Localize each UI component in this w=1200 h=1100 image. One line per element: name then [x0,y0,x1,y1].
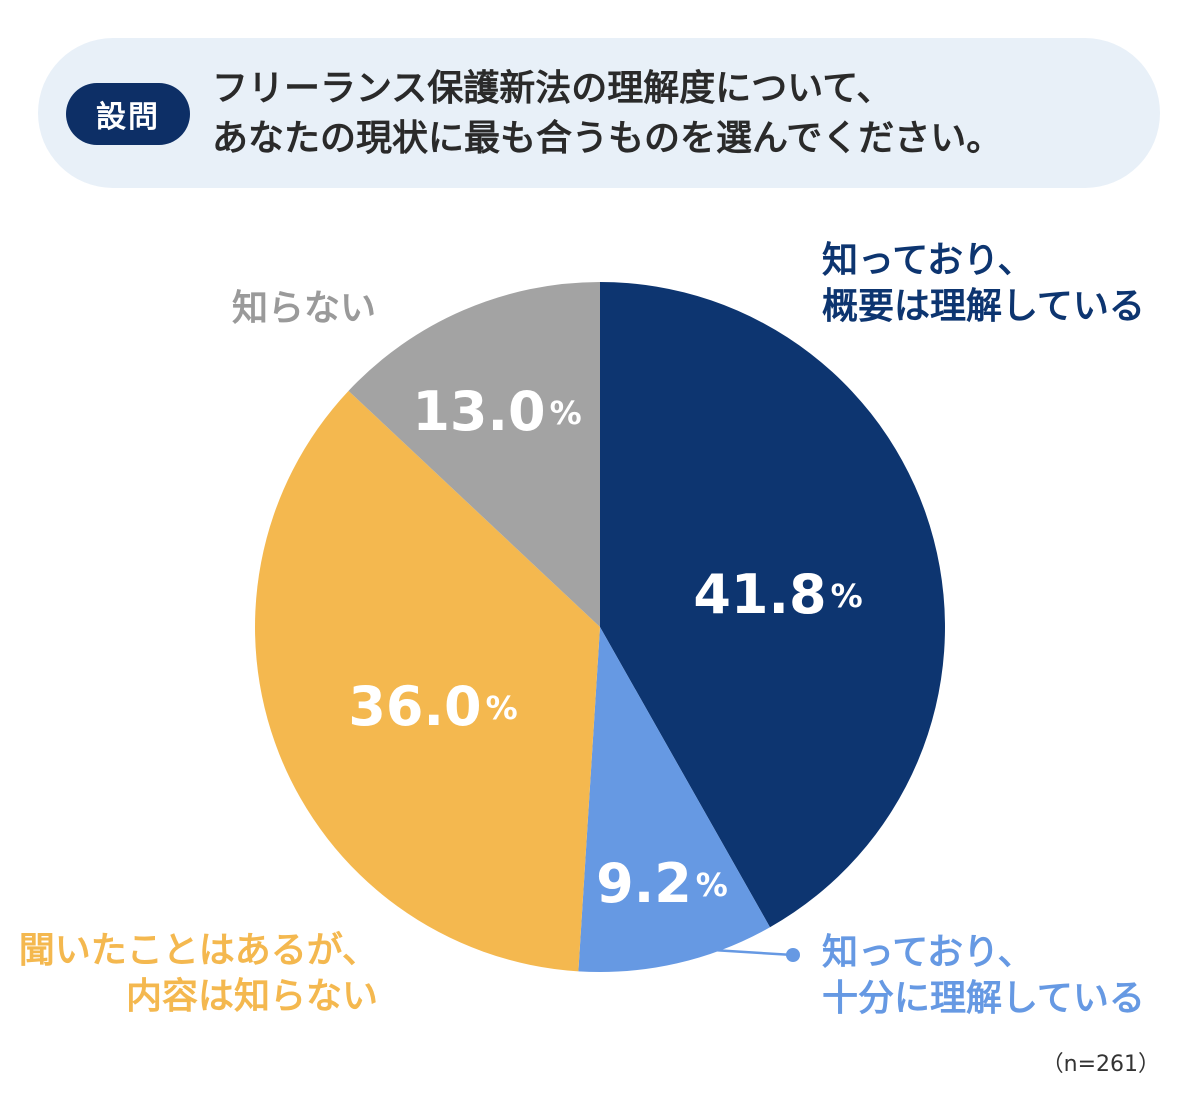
value-label-heard-of: 36.0% [348,675,517,738]
slice-understand-summary [600,282,945,928]
question-box [38,38,1160,188]
label-dont-know: 知らない [232,286,376,332]
label-understand-fully-line1: 知っており、 [822,932,1034,973]
value-label-understand-summary: 41.8% [693,563,862,626]
question-line-2: あなたの現状に最も合うものを選んでください。 [212,118,1003,159]
question-text: フリーランス保護新法の理解度について、 あなたの現状に最も合うものを選んでくださ… [212,64,1132,164]
value-label-dont-know: 13.0% [412,380,581,443]
slice-understand-fully [578,627,770,973]
label-heard-of-line2: 内容は知らない [125,976,378,1017]
slice-heard-of [255,390,600,972]
label-understand-summary: 知っており、 概要は理解している [822,238,1145,330]
label-dont-know-line1: 知らない [232,288,377,329]
leader-line-understand-fully [704,948,794,957]
label-heard-of: 聞いたことはあるが、 内容は知らない [19,928,378,1020]
value-label-understand-fully: 9.2% [596,852,728,915]
label-understand-fully-line2: 十分に理解している [822,978,1145,1019]
label-understand-summary-line1: 知っており、 [822,240,1034,281]
slice-dont-know [348,282,600,627]
label-understand-summary-line2: 概要は理解している [822,286,1145,327]
question-badge: 設問 [66,83,190,145]
leader-dot-understand-fully [786,948,800,962]
sample-size: （n=261） [1041,1052,1160,1077]
label-heard-of-line1: 聞いたことはあるが、 [18,930,378,971]
question-line-1: フリーランス保護新法の理解度について、 [212,68,893,109]
label-understand-fully: 知っており、 十分に理解している [822,930,1145,1022]
